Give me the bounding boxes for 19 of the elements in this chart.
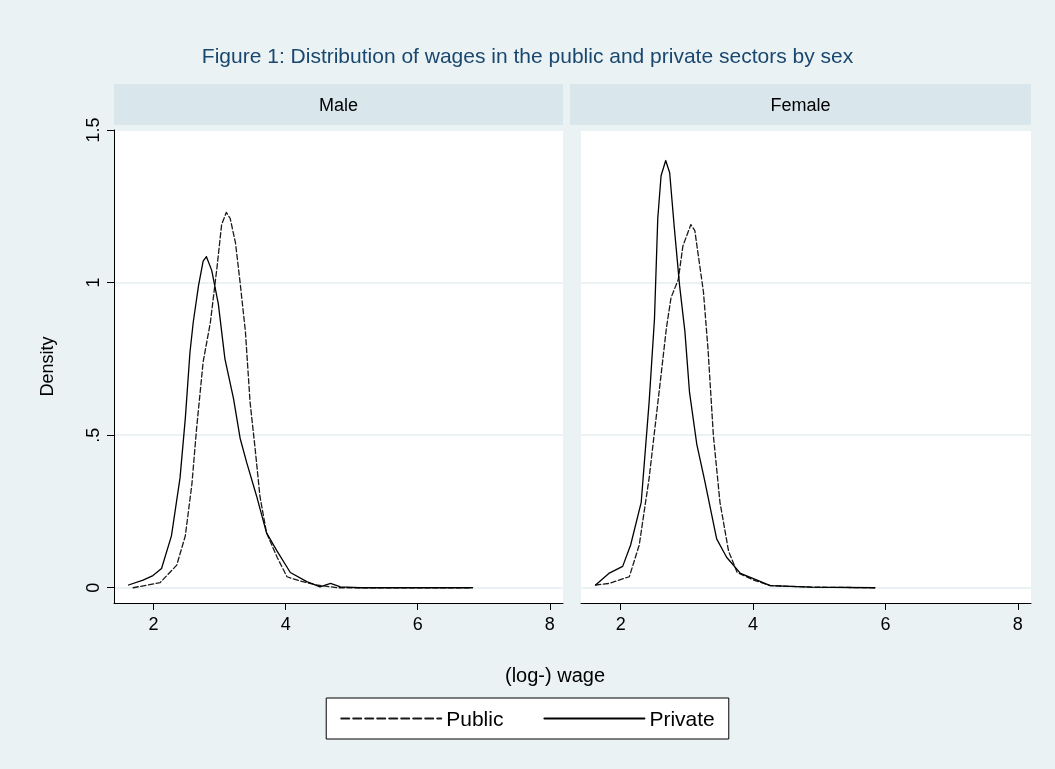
y-tick-label: 1: [83, 277, 103, 288]
y-tick-label: .5: [83, 427, 103, 443]
x-tick-label: 6: [412, 614, 423, 634]
chart-subtitle: Female: [770, 94, 831, 115]
y-axis-title: Density: [37, 336, 57, 397]
x-tick-label: 4: [748, 614, 759, 634]
chart-title: Figure 1: Distribution of wages in the public and private sectors by sex: [201, 44, 854, 67]
x-tick-label: 4: [280, 614, 291, 634]
x-tick-label: 8: [1012, 614, 1023, 634]
x-tick-label: 2: [615, 614, 626, 634]
x-tick-label: 2: [148, 614, 159, 634]
legend-label: Private: [649, 707, 715, 730]
x-axis-title: (log-) wage: [504, 664, 606, 686]
y-tick-label: 1.5: [83, 117, 103, 143]
chart-subtitle: Male: [318, 94, 359, 115]
legend-label: Public: [446, 707, 504, 730]
x-tick-label: 6: [880, 614, 891, 634]
y-tick-label: 0: [83, 582, 103, 593]
x-tick-label: 8: [544, 614, 555, 634]
